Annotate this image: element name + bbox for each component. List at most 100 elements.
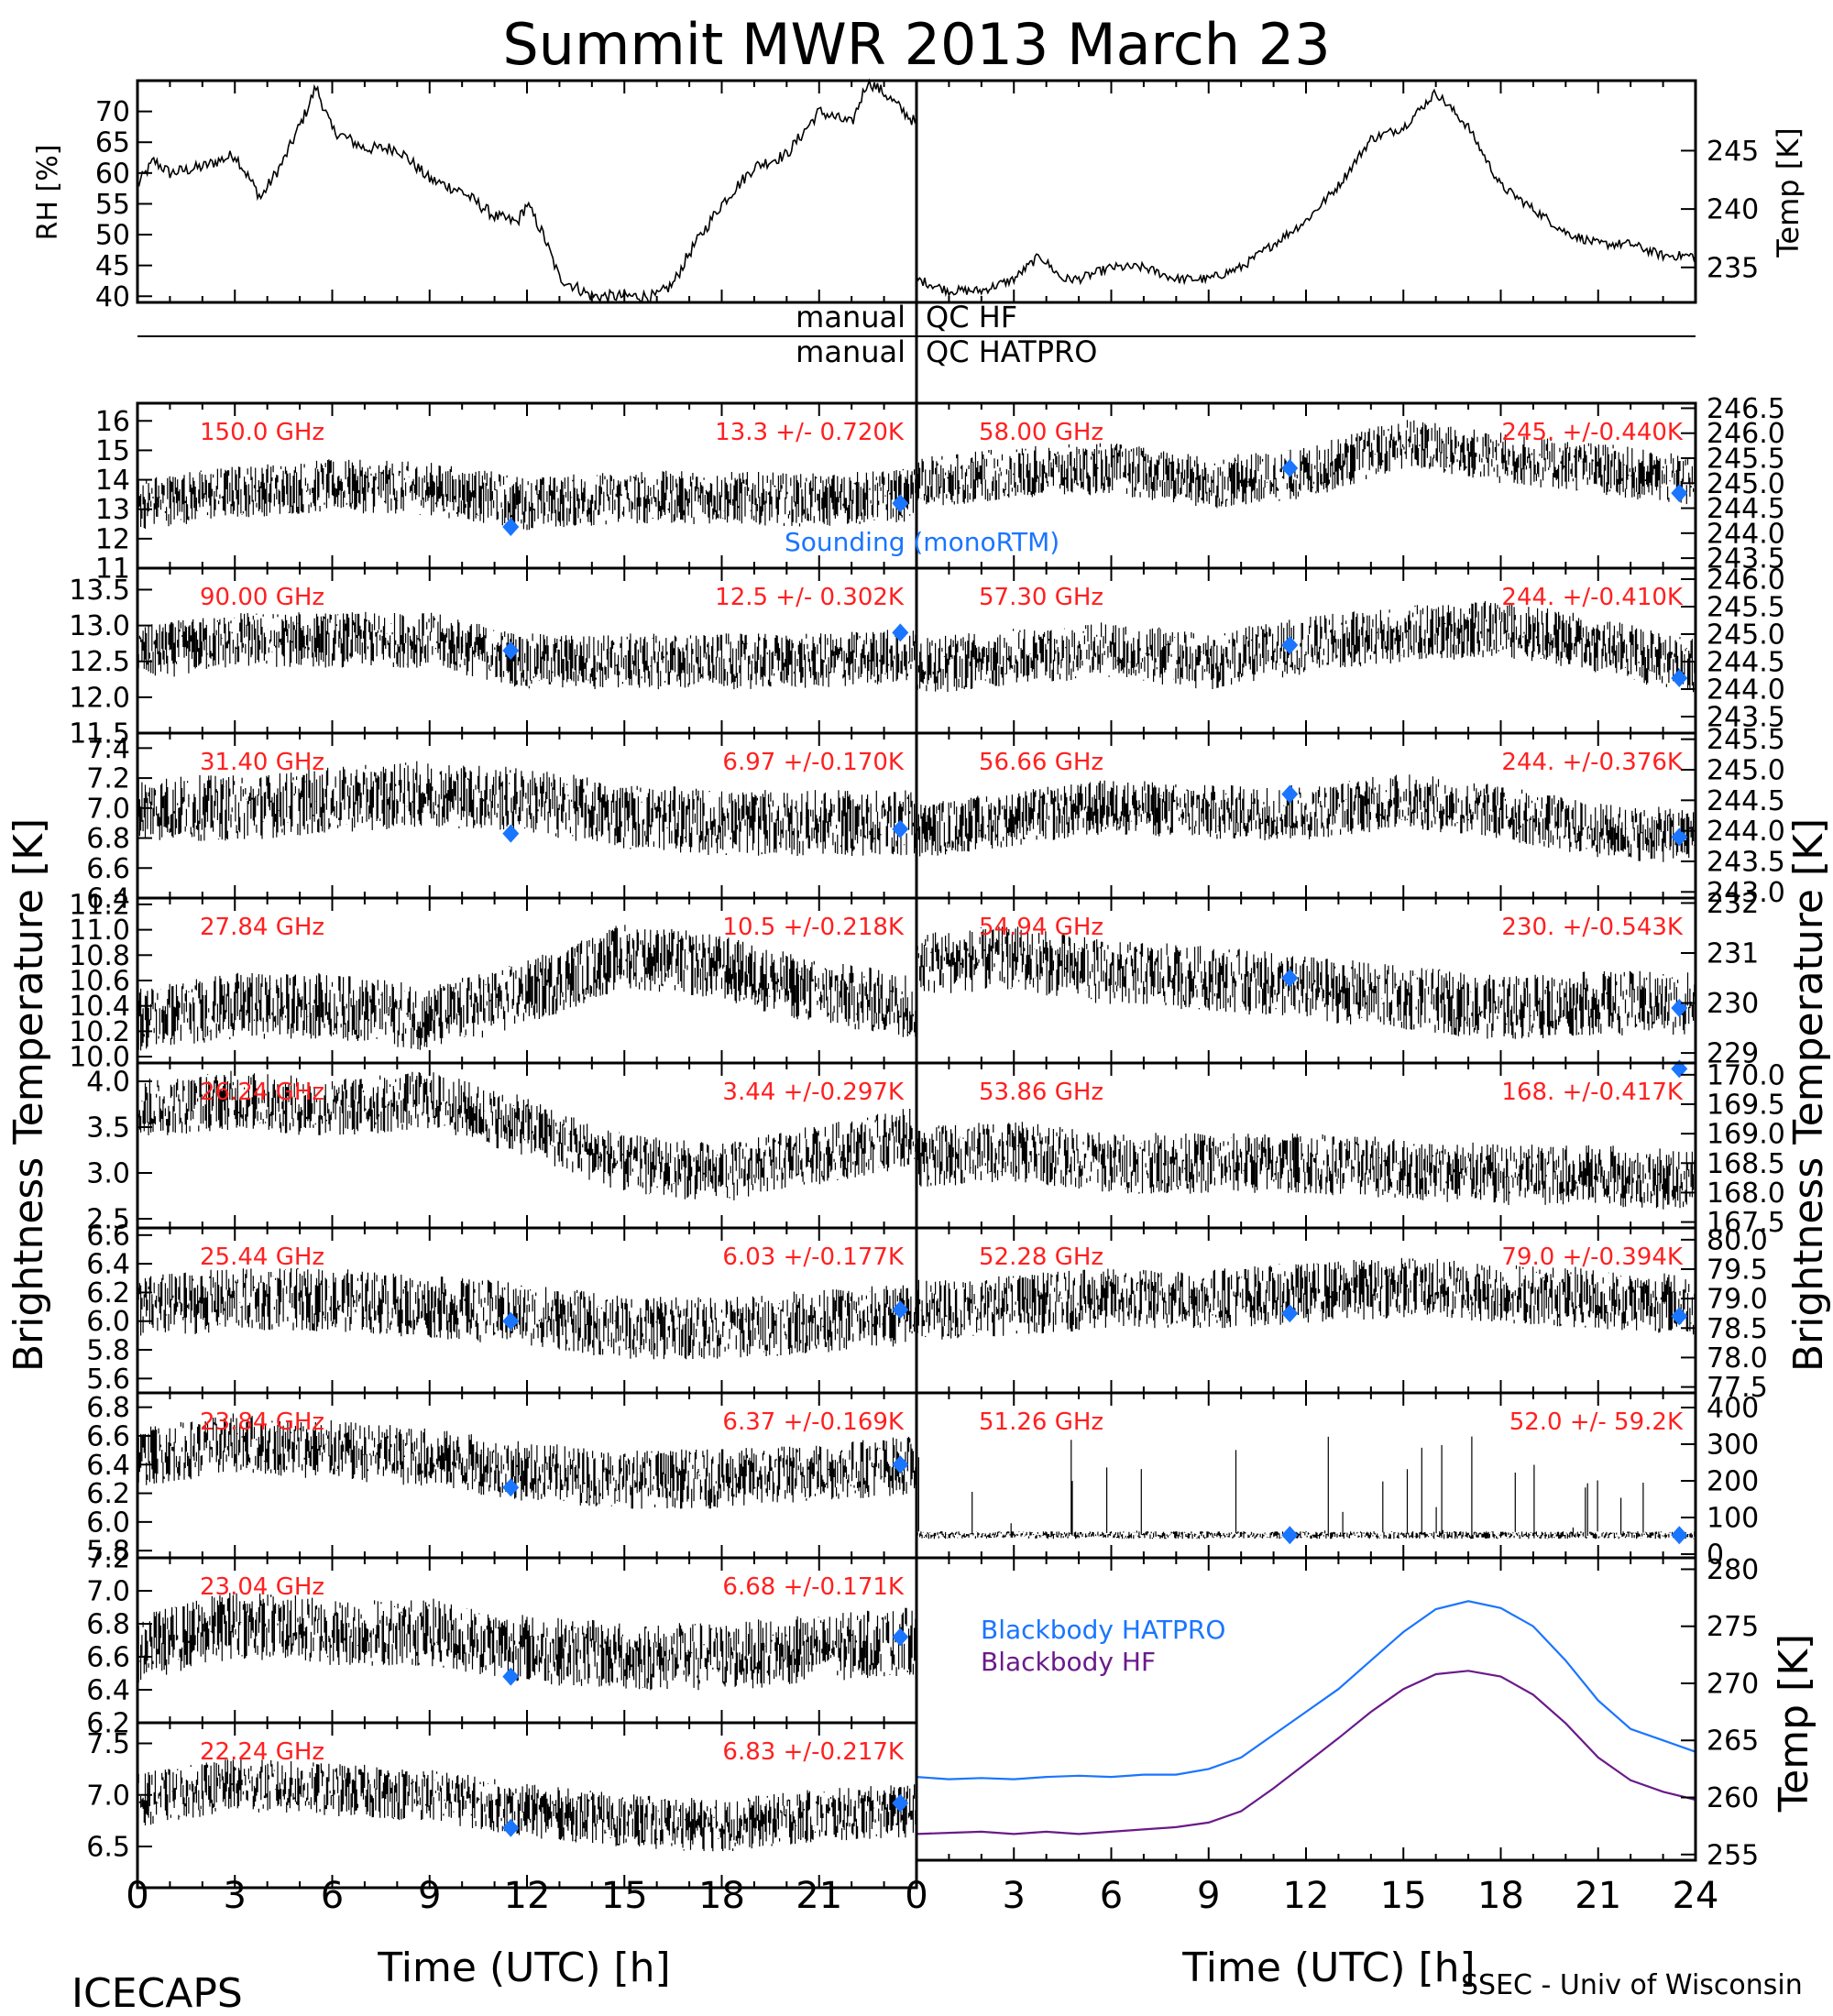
ytick-label: 10.4 bbox=[69, 991, 130, 1023]
ytick-label: 245.0 bbox=[1707, 468, 1785, 500]
channel-stat-label: 230. +/-0.543K bbox=[1501, 914, 1684, 941]
ytick-label: 7.0 bbox=[86, 1576, 130, 1608]
ytick-label: 12.0 bbox=[69, 682, 130, 714]
ytick-label: 79.5 bbox=[1707, 1255, 1768, 1287]
footer-ssec: SSEC - Univ of Wisconsin bbox=[1461, 1969, 1803, 2001]
ytick-label: 10.6 bbox=[69, 966, 130, 998]
ylabel-temp-blackbody: Temp [K] bbox=[1771, 1634, 1817, 1813]
ytick-label: 232 bbox=[1707, 888, 1759, 920]
sounding-point bbox=[892, 1793, 909, 1813]
xtick-label: 24 bbox=[1673, 1875, 1719, 1917]
sounding-point bbox=[1671, 1307, 1688, 1326]
ytick-label: 11.2 bbox=[69, 889, 130, 921]
ytick-label: 50 bbox=[95, 220, 130, 252]
ytick-label: 168.0 bbox=[1707, 1178, 1785, 1210]
channel-stat-label: 6.83 +/-0.217K bbox=[722, 1738, 905, 1766]
panel-air-temp bbox=[915, 79, 1697, 304]
ytick-label: 245.5 bbox=[1707, 444, 1785, 476]
qc-label-right-2: QC HATPRO bbox=[926, 334, 1097, 369]
ytick-label: 246.0 bbox=[1707, 564, 1785, 597]
ytick-label: 280 bbox=[1707, 1554, 1759, 1586]
ytick-label: 300 bbox=[1707, 1430, 1759, 1462]
series-trace-ch_90.00 bbox=[137, 611, 917, 690]
ytick-label: 11 bbox=[95, 553, 130, 586]
channel-frequency-label: 52.28 GHz bbox=[979, 1244, 1103, 1271]
ytick-label: 6.6 bbox=[86, 1642, 130, 1674]
ytick-label: 6.0 bbox=[86, 1306, 130, 1338]
sounding-point bbox=[892, 1300, 909, 1320]
ytick-label: 77.5 bbox=[1707, 1372, 1768, 1404]
ytick-label: 400 bbox=[1707, 1393, 1759, 1425]
ytick-label: 169.0 bbox=[1707, 1119, 1785, 1151]
ytick-label: 15 bbox=[95, 435, 130, 467]
xtick-label: 3 bbox=[224, 1875, 247, 1917]
channel-stat-label: 6.68 +/-0.171K bbox=[722, 1573, 905, 1601]
ytick-label: 13 bbox=[95, 494, 130, 526]
ytick-label: 3.0 bbox=[86, 1158, 130, 1190]
series-trace-ch_51.26 bbox=[916, 1436, 1696, 1539]
sounding-point bbox=[1671, 827, 1688, 847]
sounding-point bbox=[892, 494, 909, 513]
sounding-point bbox=[1281, 1526, 1299, 1545]
ytick-label: 245.0 bbox=[1707, 755, 1785, 787]
series-blackbody-hatpro bbox=[916, 1600, 1696, 1780]
series-air-temp bbox=[916, 88, 1696, 298]
ytick-label: 244.0 bbox=[1707, 816, 1785, 848]
ytick-label: 11.0 bbox=[69, 915, 130, 947]
xtick-label: 18 bbox=[698, 1875, 745, 1917]
ytick-label: 6.6 bbox=[86, 853, 130, 885]
series-trace-ch_22.24 bbox=[137, 1759, 917, 1852]
ytick-label: 6.4 bbox=[86, 1249, 130, 1281]
series-trace-ch_23.04 bbox=[137, 1593, 917, 1691]
ytick-label: 275 bbox=[1707, 1611, 1759, 1643]
channel-frequency-label: 56.66 GHz bbox=[979, 749, 1103, 776]
ytick-label: 4.0 bbox=[86, 1067, 130, 1099]
channel-stat-label: 6.37 +/-0.169K bbox=[722, 1408, 905, 1436]
footer-icecaps: ICECAPS bbox=[71, 1970, 243, 2016]
ytick-label: 10.2 bbox=[69, 1016, 130, 1048]
ytick-label: 10.0 bbox=[69, 1042, 130, 1074]
channel-stat-label: 79.0 +/-0.394K bbox=[1501, 1244, 1684, 1271]
ytick-label: 10.8 bbox=[69, 940, 130, 972]
series-blackbody-hf bbox=[916, 1670, 1696, 1835]
sounding-point bbox=[1671, 484, 1688, 503]
sounding-point bbox=[502, 641, 520, 660]
ytick-label: 7.2 bbox=[86, 763, 130, 795]
ytick-label: 243.0 bbox=[1707, 877, 1785, 909]
ytick-label: 80.0 bbox=[1707, 1224, 1768, 1256]
channel-frequency-label: 51.26 GHz bbox=[979, 1408, 1103, 1436]
ytick-label: 170.0 bbox=[1707, 1059, 1785, 1091]
ytick-label: 5.8 bbox=[86, 1335, 130, 1367]
ytick-label: 243.5 bbox=[1707, 702, 1785, 734]
channel-frequency-label: 23.84 GHz bbox=[200, 1408, 324, 1436]
ytick-label: 6.4 bbox=[86, 1675, 130, 1707]
ytick-label: 245.5 bbox=[1707, 592, 1785, 624]
xtick-label: 9 bbox=[1197, 1875, 1220, 1917]
ylabel-left-brightness: Brightness Temperature [K] bbox=[5, 818, 52, 1372]
sounding-point bbox=[1281, 636, 1299, 654]
series-trace-ch_53.86 bbox=[916, 1122, 1696, 1210]
panel-blackbody bbox=[915, 1556, 1697, 1862]
sounding-point bbox=[502, 1478, 520, 1497]
sounding-point bbox=[502, 518, 520, 536]
sounding-point bbox=[502, 1311, 520, 1331]
ytick-label: 12 bbox=[95, 523, 130, 555]
ytick-label: 200 bbox=[1707, 1466, 1759, 1498]
series-trace-ch_27.84 bbox=[137, 925, 917, 1051]
ytick-label: 65 bbox=[95, 127, 130, 159]
series-trace-ch_25.44 bbox=[137, 1267, 917, 1360]
ytick-label: 231 bbox=[1707, 938, 1759, 970]
ytick-label: 13.5 bbox=[69, 575, 130, 607]
sounding-point bbox=[1281, 784, 1299, 804]
ytick-label: 245.5 bbox=[1707, 724, 1785, 756]
channel-stat-label: 168. +/-0.417K bbox=[1501, 1079, 1684, 1106]
ytick-label: 16 bbox=[95, 406, 130, 438]
sounding-point bbox=[502, 824, 520, 843]
ytick-label: 6.6 bbox=[86, 1220, 130, 1252]
series-trace-ch_150.0 bbox=[137, 459, 917, 531]
ytick-label: 0 bbox=[1707, 1539, 1724, 1572]
channel-frequency-label: 57.30 GHz bbox=[979, 584, 1103, 611]
ytick-label: 240 bbox=[1707, 194, 1759, 226]
ytick-label: 229 bbox=[1707, 1038, 1759, 1070]
